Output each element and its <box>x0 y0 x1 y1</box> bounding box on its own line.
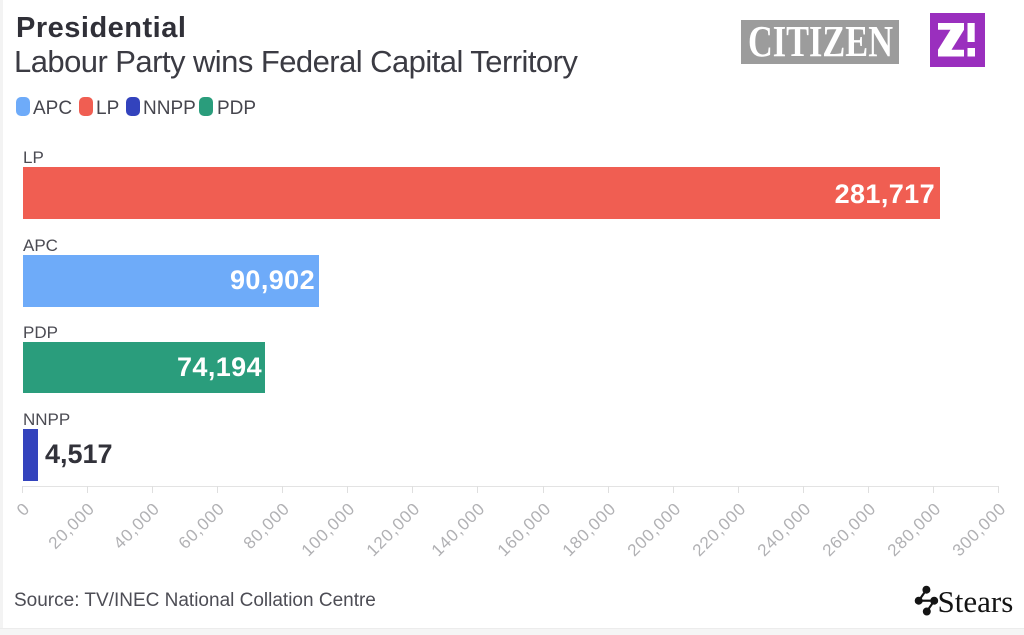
svg-text:CITIZEN: CITIZEN <box>748 20 893 64</box>
svg-text:Stears: Stears <box>938 584 1014 619</box>
